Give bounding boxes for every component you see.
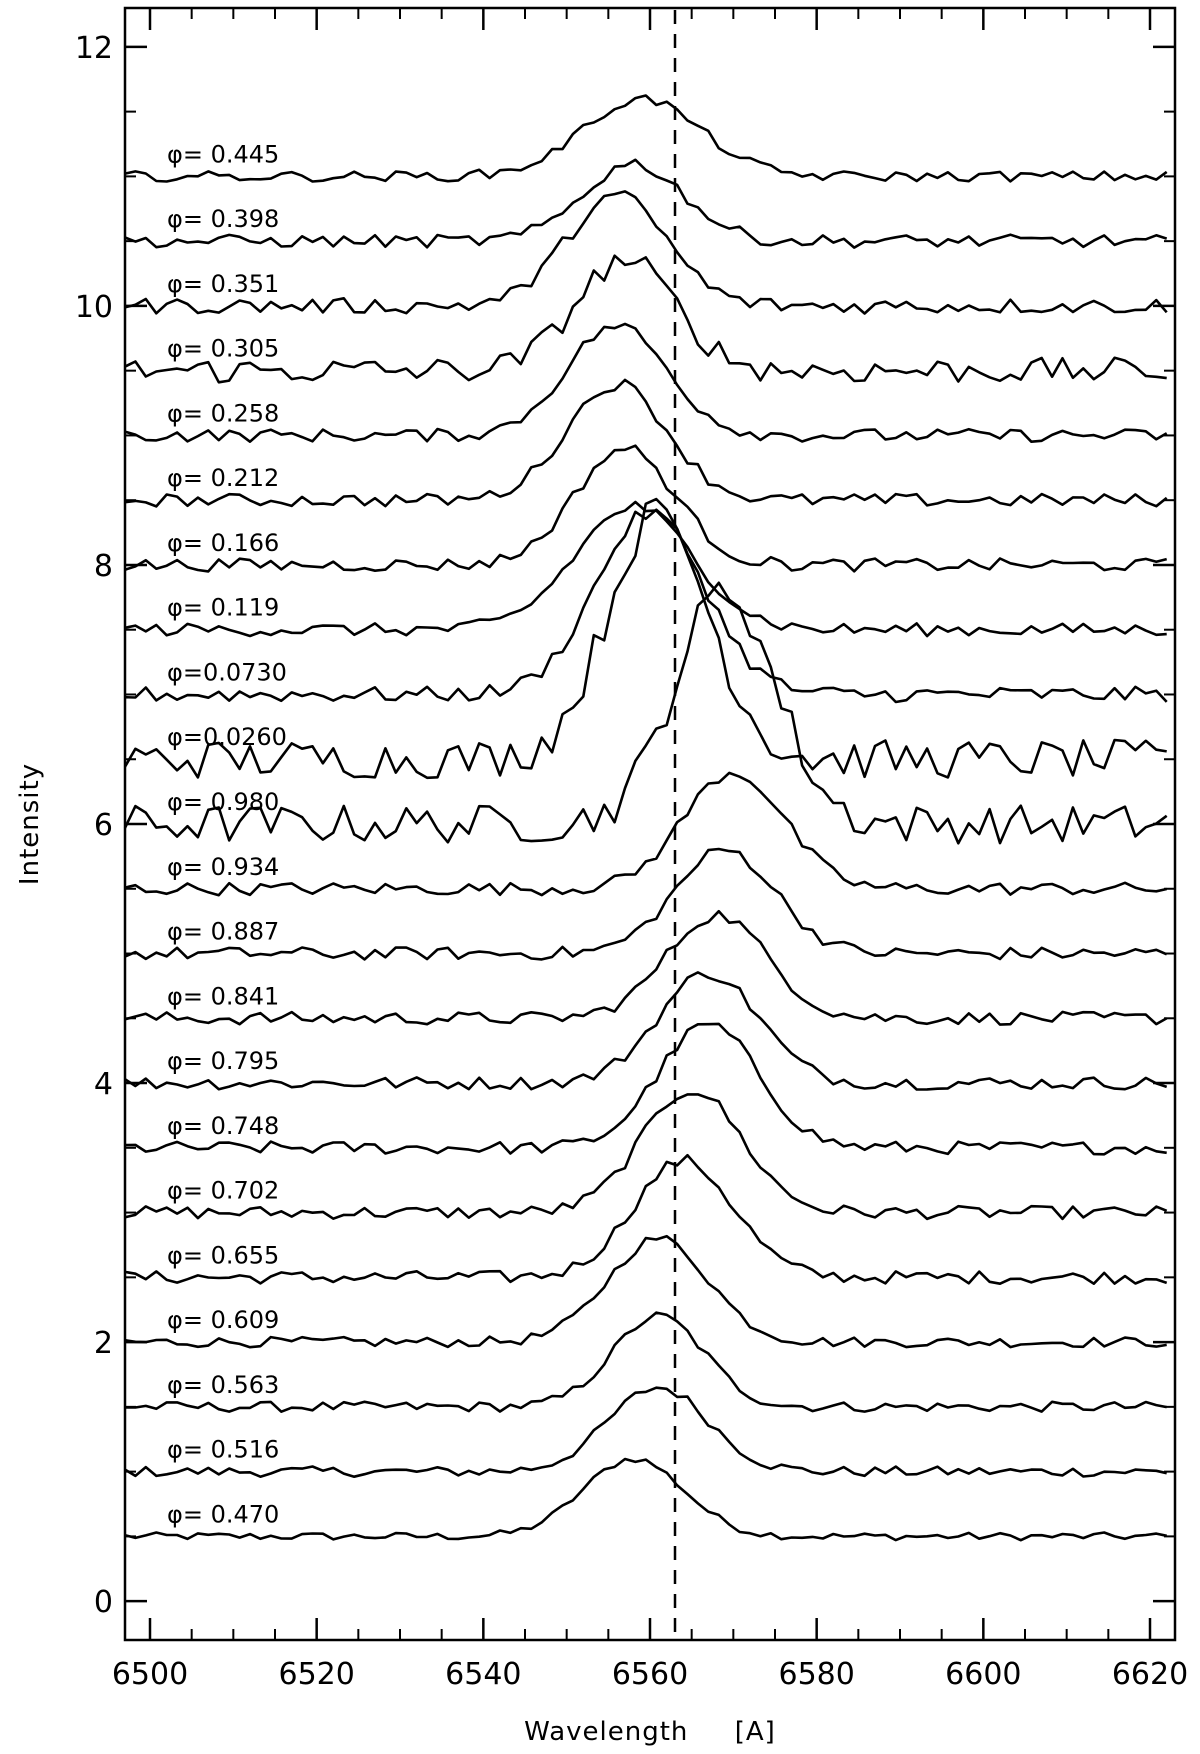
- phase-label: φ= 0.398: [167, 205, 279, 233]
- spectrum-line: [123, 497, 1167, 780]
- spectrum-line: [124, 508, 1168, 704]
- y-tick-label: 4: [94, 1067, 113, 1102]
- y-tick-label: 10: [75, 290, 113, 325]
- spectrum-line: [123, 581, 1168, 845]
- spectrum-line: [124, 909, 1168, 1026]
- spectrum-line: [124, 1153, 1168, 1285]
- phase-label: φ= 0.166: [167, 529, 279, 557]
- spectrum-line: [124, 971, 1168, 1091]
- x-tick-label: 6580: [778, 1657, 854, 1692]
- phase-label: φ= 0.934: [167, 853, 279, 881]
- spectrum-line: [124, 322, 1168, 443]
- x-tick-label: 6540: [445, 1657, 521, 1692]
- plot-frame: [123, 6, 1177, 1642]
- spectrum-line: [125, 1311, 1167, 1413]
- spectrum-line: [124, 158, 1168, 249]
- spectrum-line: [124, 1457, 1167, 1542]
- phase-label: φ= 0.841: [167, 982, 279, 1010]
- phase-label: φ= 0.563: [167, 1371, 279, 1399]
- y-tick-label: 0: [94, 1585, 113, 1620]
- phase-label-layer: φ= 0.470 φ= 0.516 φ= 0.563 φ= 0.609 φ= 0.655…: [167, 140, 287, 1528]
- phase-label: φ= 0.795: [167, 1047, 279, 1075]
- spectrum-line: [124, 190, 1168, 315]
- y-tick-label: 2: [94, 1326, 113, 1361]
- x-tick-label: 6620: [1112, 1657, 1188, 1692]
- phase-label: φ= 0.748: [167, 1112, 279, 1140]
- phase-label: φ= 0.980: [167, 788, 279, 816]
- spectrum-line: [124, 378, 1168, 508]
- phase-label: φ= 0.887: [167, 918, 279, 946]
- spectrum-line: [124, 1234, 1167, 1349]
- spectrum-line: [124, 254, 1167, 384]
- x-tick-label: 6600: [945, 1657, 1021, 1692]
- phase-label: φ= 0.470: [167, 1500, 279, 1528]
- phase-label: φ= 0.445: [167, 140, 279, 168]
- axis-ticks: 6500 6520 6540 6560 6580 6600 6620 0 2 4 6 8 10 12: [75, 8, 1188, 1692]
- phase-label: φ= 0.702: [167, 1177, 279, 1205]
- phase-label: φ= 0.119: [167, 594, 279, 622]
- phase-label: φ= 0.655: [167, 1241, 279, 1269]
- phase-label: φ= 0.609: [167, 1306, 279, 1334]
- y-axis-title: Intensity: [15, 763, 45, 885]
- phase-label: φ= 0.305: [167, 335, 279, 363]
- spectrum-line: [124, 500, 1167, 638]
- x-tick-label: 6500: [112, 1657, 188, 1692]
- phase-label: φ= 0.351: [167, 270, 279, 298]
- x-axis-title: Wavelength [A]: [524, 1717, 776, 1747]
- spectrum-line: [124, 444, 1168, 573]
- x-tick-label: 6520: [278, 1657, 354, 1692]
- spectrum-line: [124, 1093, 1168, 1221]
- spectrum-line: [124, 847, 1168, 961]
- spectrum-line: [124, 771, 1167, 897]
- x-tick-label: 6560: [612, 1657, 688, 1692]
- spectrum-line: [124, 1022, 1167, 1156]
- y-tick-label: 12: [75, 31, 113, 66]
- spectrum-line: [124, 94, 1168, 183]
- phase-label: φ= 0.212: [167, 464, 279, 492]
- phase-label: φ=0.0260: [167, 723, 287, 751]
- spectrum-line: [124, 1386, 1167, 1478]
- phase-label: φ=0.0730: [167, 659, 287, 687]
- y-tick-label: 8: [94, 549, 113, 584]
- phase-label: φ= 0.258: [167, 399, 279, 427]
- spectra-series-layer: [123, 94, 1168, 1542]
- y-tick-label: 6: [94, 808, 113, 843]
- phase-label: φ= 0.516: [167, 1436, 279, 1464]
